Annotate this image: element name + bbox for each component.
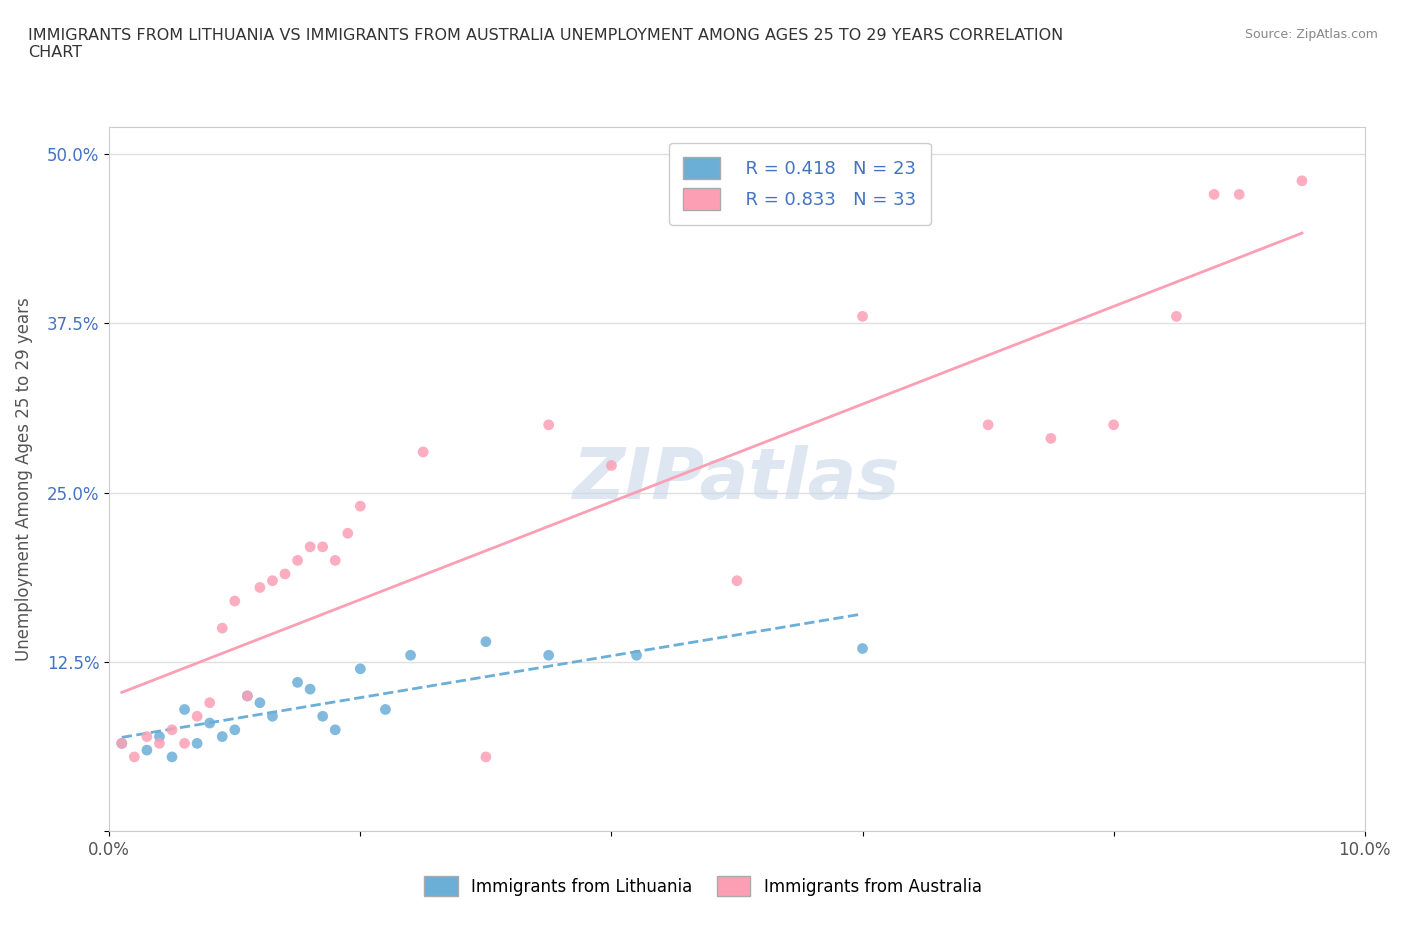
Point	[160, 750, 183, 764]
Point	[287, 675, 309, 690]
Point	[311, 709, 333, 724]
Point	[299, 682, 322, 697]
Point	[1204, 187, 1226, 202]
Point	[111, 736, 134, 751]
Point	[323, 723, 346, 737]
Text: ZIPatlas: ZIPatlas	[574, 445, 901, 513]
Point	[349, 661, 371, 676]
Point	[173, 736, 195, 751]
Point	[1039, 431, 1062, 445]
Point	[287, 553, 309, 568]
Point	[262, 709, 284, 724]
Point	[600, 458, 623, 473]
Point	[249, 580, 271, 595]
Point	[374, 702, 396, 717]
Point	[236, 688, 259, 703]
Point	[262, 573, 284, 588]
Point	[977, 418, 1000, 432]
Point	[148, 736, 170, 751]
Point	[224, 593, 246, 608]
Point	[1291, 173, 1313, 188]
Point	[1166, 309, 1188, 324]
Point	[236, 688, 259, 703]
Legend:   R = 0.418   N = 23,   R = 0.833   N = 33: R = 0.418 N = 23, R = 0.833 N = 33	[669, 142, 931, 225]
Point	[399, 648, 422, 663]
Legend: Immigrants from Lithuania, Immigrants from Australia: Immigrants from Lithuania, Immigrants fr…	[418, 870, 988, 903]
Point	[160, 723, 183, 737]
Point	[224, 723, 246, 737]
Point	[537, 648, 560, 663]
Text: IMMIGRANTS FROM LITHUANIA VS IMMIGRANTS FROM AUSTRALIA UNEMPLOYMENT AMONG AGES 2: IMMIGRANTS FROM LITHUANIA VS IMMIGRANTS …	[28, 28, 1063, 60]
Point	[475, 750, 498, 764]
Point	[124, 750, 146, 764]
Point	[851, 641, 873, 656]
Point	[851, 309, 873, 324]
Point	[412, 445, 434, 459]
Point	[349, 498, 371, 513]
Point	[135, 743, 157, 758]
Point	[274, 566, 297, 581]
Point	[537, 418, 560, 432]
Point	[211, 729, 233, 744]
Point	[211, 620, 233, 635]
Point	[249, 696, 271, 711]
Point	[198, 715, 221, 730]
Point	[173, 702, 195, 717]
Point	[135, 729, 157, 744]
Point	[299, 539, 322, 554]
Point	[1102, 418, 1125, 432]
Point	[311, 539, 333, 554]
Y-axis label: Unemployment Among Ages 25 to 29 years: Unemployment Among Ages 25 to 29 years	[15, 298, 32, 661]
Point	[148, 729, 170, 744]
Text: Source: ZipAtlas.com: Source: ZipAtlas.com	[1244, 28, 1378, 41]
Point	[1227, 187, 1250, 202]
Point	[725, 573, 748, 588]
Point	[626, 648, 648, 663]
Point	[336, 525, 359, 540]
Point	[323, 553, 346, 568]
Point	[111, 736, 134, 751]
Point	[186, 709, 208, 724]
Point	[198, 696, 221, 711]
Point	[475, 634, 498, 649]
Point	[186, 736, 208, 751]
